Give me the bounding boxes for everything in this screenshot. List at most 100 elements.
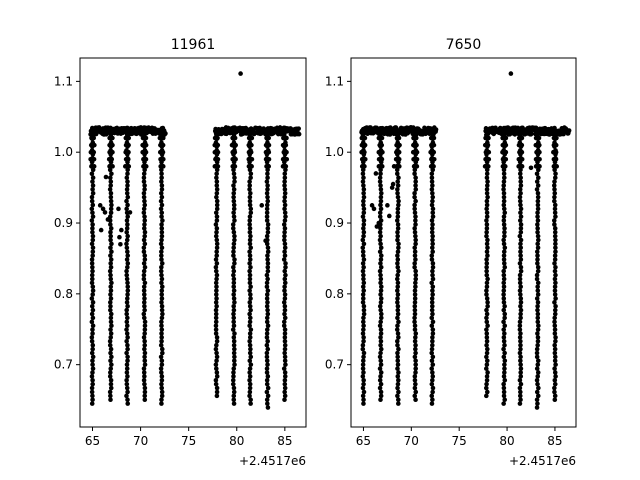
eclipse-point (395, 350, 400, 356)
eclipse-point (501, 190, 507, 196)
eclipse-point (518, 202, 523, 208)
eclipse-point (231, 366, 237, 371)
eclipse-point (125, 292, 130, 297)
eclipse-point (159, 237, 164, 243)
eclipse-point (108, 194, 114, 200)
eclipse-point (282, 339, 288, 344)
eclipse-point (378, 183, 383, 188)
eclipse-point (412, 249, 418, 255)
eclipse-point (214, 350, 219, 356)
y-tick-label: 0.9 (54, 216, 73, 230)
eclipse-point (125, 397, 130, 403)
eclipse-point (282, 245, 288, 251)
eclipse-point (142, 319, 148, 325)
eclipse-point (231, 264, 236, 270)
eclipse-point (395, 339, 400, 344)
eclipse-point (378, 296, 384, 301)
eclipse-point (430, 319, 436, 325)
eclipse-point (429, 175, 435, 180)
eclipse-point (552, 179, 557, 184)
eclipse-point (519, 128, 525, 134)
eclipse-point (485, 370, 490, 375)
eclipse-point (552, 323, 558, 329)
eclipse-point (362, 128, 367, 134)
eclipse-point (486, 135, 491, 141)
eclipse-point (141, 226, 147, 231)
eclipse-point (232, 257, 237, 262)
eclipse-point (214, 241, 220, 247)
eclipse-point (395, 280, 401, 286)
eclipse-point (412, 167, 418, 173)
eclipse-point (360, 393, 366, 399)
eclipse-point (141, 194, 147, 200)
eclipse-point (484, 210, 490, 216)
eclipse-point (247, 253, 253, 258)
eclipse-point (231, 214, 237, 219)
eclipse-point (230, 381, 236, 387)
eclipse-point (108, 183, 113, 188)
eclipse-point (159, 385, 165, 391)
eclipse-point (159, 229, 165, 235)
eclipse-point (249, 135, 255, 141)
eclipse-point (108, 307, 113, 313)
eclipse-point (413, 237, 418, 243)
eclipse-point (553, 241, 558, 247)
eclipse-point (141, 315, 147, 321)
eclipse-point (361, 370, 366, 375)
eclipse-point (378, 272, 383, 278)
eclipse-point (213, 210, 219, 216)
eclipse-point (552, 210, 558, 216)
eclipse-point (214, 335, 220, 340)
eclipse-point (282, 346, 288, 352)
eclipse-point (213, 346, 219, 352)
eclipse-point (396, 156, 402, 162)
eclipse-point (430, 233, 435, 239)
eclipse-point (395, 194, 401, 200)
eclipse-point (124, 381, 130, 387)
eclipse-point (141, 272, 147, 278)
eclipse-point (430, 194, 436, 200)
eclipse-point (90, 393, 95, 399)
eclipse-point (378, 389, 384, 395)
eclipse-point (501, 300, 507, 305)
eclipse-point (247, 377, 252, 383)
eclipse-point (534, 187, 540, 192)
eclipse-point (535, 183, 541, 188)
eclipse-point (161, 156, 166, 162)
eclipse-point (360, 358, 366, 364)
eclipse-point (430, 222, 435, 227)
eclipse-point (535, 194, 541, 200)
eclipse-point (361, 257, 367, 262)
eclipse-point (232, 261, 237, 266)
eclipse-point (484, 190, 490, 196)
eclipse-point (110, 149, 115, 155)
eclipse-point (534, 389, 540, 395)
eclipse-point (265, 167, 270, 173)
eclipse-point (281, 222, 287, 227)
eclipse-point (125, 288, 131, 293)
eclipse-point (158, 190, 164, 196)
eclipse-point (143, 142, 149, 148)
eclipse-point (501, 206, 507, 212)
eclipse-point (282, 280, 288, 286)
eclipse-point (377, 385, 383, 391)
eclipse-point (484, 226, 490, 231)
eclipse-point (361, 241, 367, 247)
eclipse-point (484, 175, 490, 180)
data-point (296, 131, 302, 137)
eclipse-point (412, 339, 418, 344)
eclipse-point (248, 354, 254, 360)
eclipse-point (535, 303, 540, 309)
eclipse-point (535, 257, 540, 262)
eclipse-point (108, 226, 114, 231)
eclipse-point (551, 183, 557, 188)
eclipse-point (552, 276, 558, 282)
eclipse-point (158, 206, 164, 212)
eclipse-point (429, 366, 435, 371)
eclipse-point (107, 300, 113, 305)
eclipse-point (265, 257, 270, 262)
eclipse-point (232, 362, 237, 367)
eclipse-point (90, 226, 95, 231)
eclipse-point (266, 164, 272, 169)
eclipse-point (281, 319, 287, 325)
